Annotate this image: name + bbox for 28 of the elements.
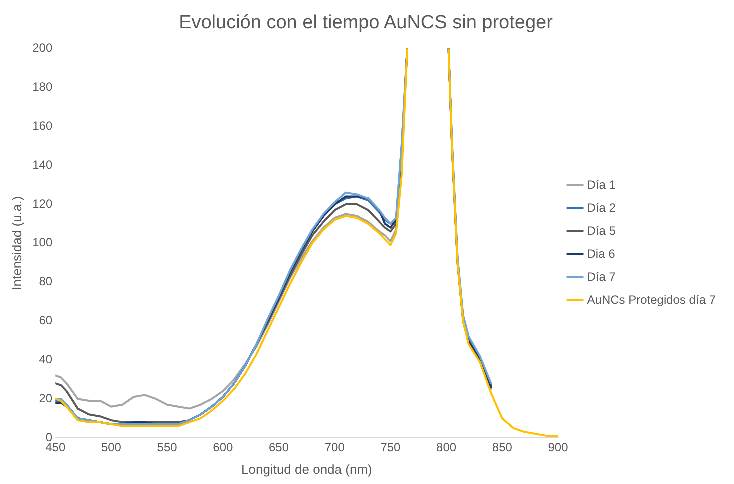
legend-label: Día 1 bbox=[587, 178, 616, 192]
x-tick-label: 550 bbox=[157, 440, 178, 455]
y-tick-label: 60 bbox=[39, 314, 53, 328]
y-axis-title: Intensidad (u.a.) bbox=[9, 196, 24, 290]
y-tick-label: 140 bbox=[32, 158, 53, 172]
y-tick-label: 160 bbox=[32, 118, 53, 133]
chart-title: Evolución con el tiempo AuNCS sin proteger bbox=[179, 12, 554, 34]
x-axis-title: Longitud de onda (nm) bbox=[242, 462, 372, 477]
y-tick-label: 80 bbox=[39, 274, 53, 289]
x-tick-label: 800 bbox=[436, 440, 457, 455]
y-tick-label: 100 bbox=[32, 236, 53, 250]
y-tick-label: 180 bbox=[32, 80, 53, 94]
y-tick-label: 120 bbox=[32, 196, 53, 211]
x-tick-label: 650 bbox=[269, 440, 290, 455]
legend-label: Día 7 bbox=[587, 270, 616, 284]
y-tick-label: 20 bbox=[39, 391, 53, 406]
x-tick-label: 750 bbox=[380, 440, 402, 455]
x-tick-label: 600 bbox=[213, 440, 234, 455]
x-tick-label: 850 bbox=[492, 440, 513, 455]
legend-label: Dia 6 bbox=[587, 246, 616, 261]
legend-label: AuNCs Protegidos día 7 bbox=[587, 292, 716, 307]
y-tick-label: 200 bbox=[32, 41, 53, 56]
x-tick-label: 500 bbox=[101, 440, 122, 455]
x-tick-label: 700 bbox=[324, 440, 346, 455]
legend-label: Día 5 bbox=[587, 224, 616, 238]
legend-label: Día 2 bbox=[587, 200, 616, 215]
x-tick-label: 900 bbox=[548, 440, 569, 455]
y-tick-label: 40 bbox=[39, 352, 53, 366]
